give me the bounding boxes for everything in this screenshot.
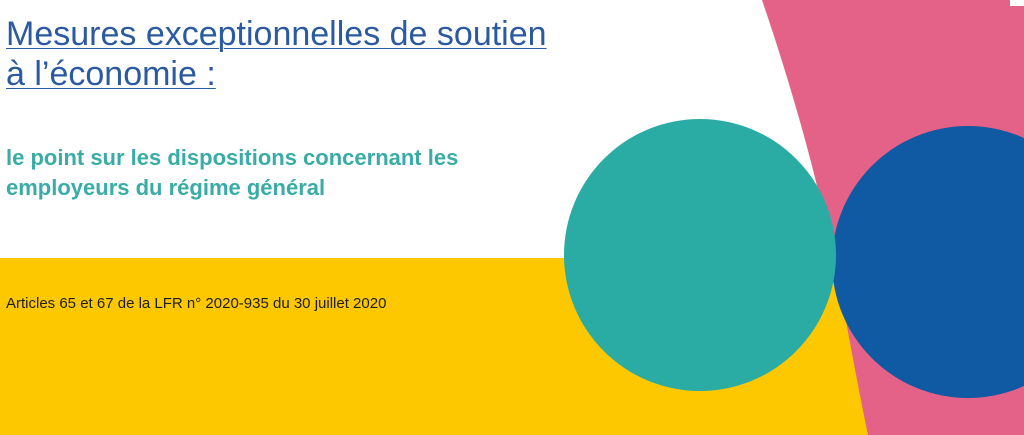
page-subtitle: le point sur les dispositions concernant… bbox=[6, 143, 458, 203]
legal-reference: Articles 65 et 67 de la LFR n° 2020-935 … bbox=[6, 295, 387, 312]
title-line-2: à l’économie : bbox=[6, 55, 216, 93]
blue-circle bbox=[832, 126, 1024, 398]
page-title: Mesures exceptionnelles de soutien à l’é… bbox=[6, 14, 547, 94]
title-line-1: Mesures exceptionnelles de soutien bbox=[6, 15, 547, 53]
subtitle-line-2: employeurs du régime général bbox=[6, 175, 326, 200]
white-corner bbox=[1010, 0, 1024, 6]
subtitle-line-1: le point sur les dispositions concernant… bbox=[6, 145, 459, 170]
teal-circle bbox=[564, 119, 836, 391]
